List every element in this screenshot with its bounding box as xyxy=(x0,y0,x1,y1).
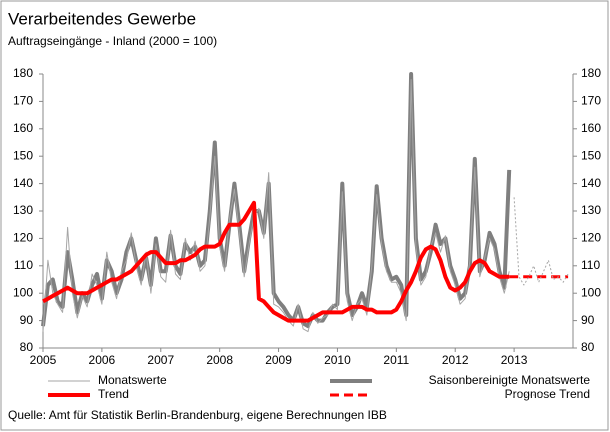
y-tick-label: 160 xyxy=(13,121,33,135)
x-tick-label: 2011 xyxy=(383,353,409,367)
x-tick-label: 2010 xyxy=(324,353,351,367)
y-tick-label: 170 xyxy=(13,94,33,108)
y-tick-label: 150 xyxy=(13,148,33,162)
y2-tick-label: 160 xyxy=(581,121,601,135)
y-tick-label: 90 xyxy=(20,313,34,327)
y-tick-label: 110 xyxy=(14,258,33,272)
series-line xyxy=(513,197,569,286)
x-tick-label: 2007 xyxy=(147,353,174,367)
legend-label: Monatswerte xyxy=(98,373,167,387)
y-tick-label: 180 xyxy=(13,66,33,80)
x-tick-label: 2012 xyxy=(442,353,469,367)
x-tick-label: 2009 xyxy=(265,353,292,367)
y-tick-label: 120 xyxy=(13,231,33,245)
y-tick-label: 140 xyxy=(13,176,33,190)
x-tick-label: 2006 xyxy=(89,353,116,367)
legend-label: Saisonbereinigte Monatswerte xyxy=(429,373,591,387)
y2-tick-label: 180 xyxy=(581,66,601,80)
y2-tick-label: 120 xyxy=(581,231,601,245)
y2-tick-label: 150 xyxy=(581,148,601,162)
x-tick-label: 2008 xyxy=(206,353,233,367)
legend-label: Trend xyxy=(98,387,129,401)
y2-tick-label: 170 xyxy=(581,94,601,108)
y2-tick-label: 130 xyxy=(581,203,601,217)
series-line xyxy=(42,200,510,323)
y2-tick-label: 90 xyxy=(581,313,595,327)
subtitle: Auftragseingänge - Inland (2000 = 100) xyxy=(8,34,217,48)
source: Quelle: Amt für Statistik Berlin-Branden… xyxy=(8,408,387,422)
y2-tick-label: 110 xyxy=(581,258,600,272)
x-tick-label: 2013 xyxy=(501,353,528,367)
y-tick-label: 80 xyxy=(20,340,34,354)
y-tick-label: 130 xyxy=(13,203,33,217)
y2-tick-label: 80 xyxy=(581,340,595,354)
y2-tick-label: 140 xyxy=(581,176,601,190)
x-tick-label: 2005 xyxy=(30,353,57,367)
legend-label: Prognose Trend xyxy=(505,387,590,401)
chart-title: Verarbeitendes Gewerbe xyxy=(8,9,196,28)
y-tick-label: 100 xyxy=(13,285,33,299)
y2-tick-label: 100 xyxy=(581,285,601,299)
